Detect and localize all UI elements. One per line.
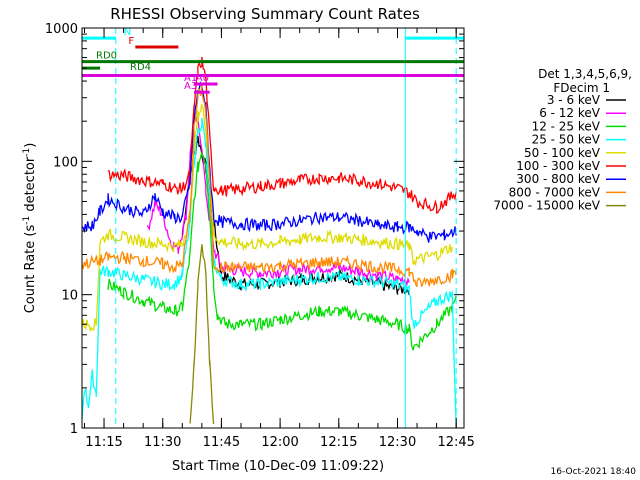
legend-label: 3 - 6 keV [547, 93, 601, 107]
series-line-50-100-kev [81, 103, 453, 333]
legend-label: 800 - 7000 keV [509, 185, 601, 199]
chart-title: RHESSI Observing Summary Count Rates [110, 5, 420, 23]
series-line-300-800-kev [81, 81, 457, 243]
x-tick-label: 11:45 [203, 435, 240, 450]
legend-label: 6 - 12 keV [539, 106, 601, 120]
annotation-label: RD4 [130, 62, 151, 73]
series-line-800-7000-kev [81, 85, 457, 288]
x-tick-label: 11:30 [144, 435, 181, 450]
legend-header-detectors: Det 1,3,4,5,6,9, [538, 67, 632, 81]
legend-label: 7000 - 15000 keV [493, 199, 600, 213]
y-tick-label: 100 [53, 155, 78, 170]
legend-label: 300 - 800 keV [516, 172, 600, 186]
annotation-label: A3 [184, 81, 197, 92]
timestamp: 16-Oct-2021 18:40 [551, 467, 637, 477]
x-tick-label: 11:15 [85, 435, 122, 450]
legend-label: 100 - 300 keV [516, 159, 600, 173]
legend-label: 12 - 25 keV [532, 119, 601, 133]
y-tick-label: 10 [61, 289, 78, 304]
series-line-12-25-kev [107, 152, 457, 351]
annotation-label: RD0 [96, 51, 117, 62]
series-line-7000-15000-kev [189, 244, 215, 425]
x-tick-label: 12:00 [261, 435, 298, 450]
legend-label: 50 - 100 keV [524, 146, 601, 160]
x-tick-label: 12:15 [320, 435, 357, 450]
annotation-label: F [128, 36, 134, 47]
annotation-label: A0 [196, 73, 209, 84]
y-tick-label: 1 [70, 422, 78, 437]
x-axis-label: Start Time (10-Dec-09 11:09:22) [172, 459, 384, 474]
legend-label: 25 - 50 keV [532, 133, 601, 147]
x-tick-label: 12:30 [379, 435, 416, 450]
annotation-label: A1 [184, 73, 197, 84]
series-line-100-300-kev [107, 56, 457, 214]
y-axis-label: Count Rate (s-1 detector-1) [22, 143, 38, 314]
annotation-label: N [124, 27, 131, 38]
x-tick-label: 12:45 [437, 435, 474, 450]
series-line-25-50-kev [81, 117, 457, 428]
legend-header-fdecim: FDecim 1 [553, 81, 610, 95]
y-tick-label: 1000 [45, 22, 78, 37]
plot-frame [81, 27, 465, 429]
